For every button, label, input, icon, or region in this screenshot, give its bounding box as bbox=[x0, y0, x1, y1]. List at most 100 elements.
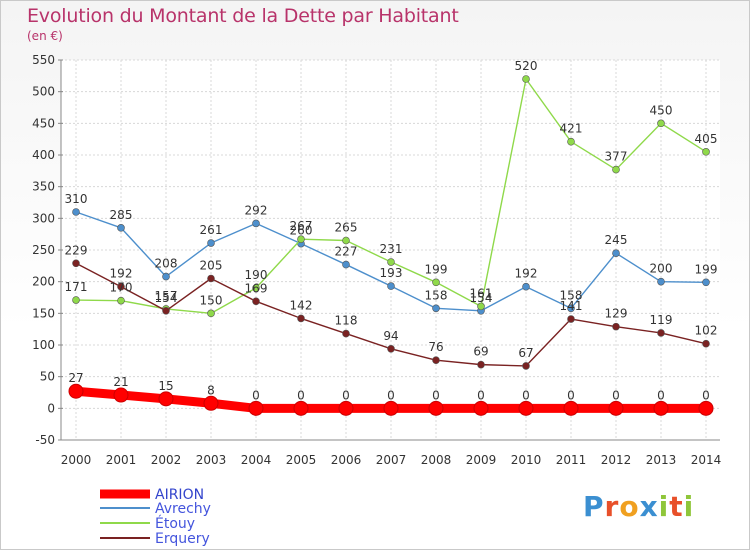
data-point bbox=[522, 282, 530, 291]
x-tick-label: 2012 bbox=[601, 453, 632, 467]
data-label: 27 bbox=[68, 371, 83, 385]
data-label: 169 bbox=[245, 281, 268, 295]
data-label: 21 bbox=[113, 375, 128, 389]
x-tick-label: 2005 bbox=[286, 453, 317, 467]
data-label: 260 bbox=[290, 224, 313, 238]
data-label: 190 bbox=[245, 268, 268, 282]
data-label: 67 bbox=[518, 346, 533, 360]
data-point bbox=[342, 329, 350, 338]
data-point bbox=[117, 282, 125, 291]
y-tick-label: 150 bbox=[32, 306, 55, 320]
data-label: 520 bbox=[515, 59, 538, 73]
data-point bbox=[207, 239, 215, 247]
data-label: 267 bbox=[290, 219, 313, 233]
data-label: 15 bbox=[158, 379, 173, 393]
chart-title: Evolution du Montant de la Dette par Hab… bbox=[27, 5, 459, 27]
x-tick-label: 2000 bbox=[61, 453, 92, 467]
data-point bbox=[518, 400, 534, 416]
x-tick-label: 2002 bbox=[151, 453, 182, 467]
data-label: 0 bbox=[612, 388, 620, 402]
data-point bbox=[612, 322, 620, 331]
y-tick-label: 300 bbox=[32, 211, 55, 225]
data-point bbox=[432, 278, 440, 287]
y-tick-label: 100 bbox=[32, 338, 55, 352]
y-tick-label: 200 bbox=[32, 275, 55, 289]
data-label: 8 bbox=[207, 383, 215, 397]
data-label: 192 bbox=[110, 267, 133, 281]
data-point bbox=[297, 314, 305, 323]
data-point bbox=[432, 304, 440, 313]
data-label: 200 bbox=[650, 262, 673, 276]
data-label: 118 bbox=[335, 314, 358, 328]
data-label: 142 bbox=[290, 298, 313, 312]
data-point bbox=[117, 224, 125, 232]
data-point bbox=[338, 400, 354, 416]
data-label: 157 bbox=[155, 289, 178, 303]
y-tick-label: 250 bbox=[32, 243, 55, 257]
data-label: 0 bbox=[432, 388, 440, 402]
y-tick-label: 400 bbox=[32, 148, 55, 162]
data-label: 205 bbox=[200, 259, 223, 273]
data-label: 158 bbox=[425, 288, 448, 302]
data-label: 0 bbox=[702, 388, 710, 402]
chart-subtitle: (en €) bbox=[27, 29, 63, 43]
data-label: 0 bbox=[477, 388, 485, 402]
data-point bbox=[657, 119, 665, 128]
data-point bbox=[203, 395, 219, 411]
data-point bbox=[252, 219, 260, 228]
data-label: 193 bbox=[380, 266, 403, 280]
data-label: 161 bbox=[470, 286, 493, 300]
x-tick-label: 2009 bbox=[466, 453, 497, 467]
proxiti-logo: Proxiti bbox=[583, 490, 695, 523]
data-label: 199 bbox=[695, 262, 718, 276]
data-label: 199 bbox=[425, 262, 448, 276]
data-point bbox=[567, 315, 575, 323]
data-label: 261 bbox=[200, 223, 223, 237]
y-tick-label: 550 bbox=[32, 53, 55, 67]
x-tick-label: 2003 bbox=[196, 453, 227, 467]
data-point bbox=[608, 400, 624, 416]
y-tick-label: 0 bbox=[47, 401, 55, 415]
data-point bbox=[657, 277, 665, 286]
data-label: 154 bbox=[470, 291, 493, 305]
data-point bbox=[698, 400, 714, 416]
data-label: 0 bbox=[342, 388, 350, 402]
data-point bbox=[117, 296, 125, 305]
data-point bbox=[297, 235, 305, 244]
data-point bbox=[387, 258, 395, 266]
data-label: 129 bbox=[605, 307, 628, 321]
legend-label: AIRION bbox=[155, 487, 204, 503]
data-label: 285 bbox=[110, 208, 133, 222]
data-label: 208 bbox=[155, 257, 178, 271]
data-label: 231 bbox=[380, 242, 403, 256]
data-point bbox=[522, 75, 530, 83]
data-point bbox=[162, 272, 170, 281]
data-point bbox=[702, 148, 710, 156]
data-point bbox=[113, 387, 129, 403]
legend-label: Avrechy bbox=[155, 501, 211, 517]
y-tick-label: 450 bbox=[32, 116, 55, 130]
x-tick-label: 2011 bbox=[556, 453, 587, 467]
data-point bbox=[387, 282, 395, 290]
data-label: 192 bbox=[515, 267, 538, 281]
data-point bbox=[293, 400, 309, 416]
data-point bbox=[72, 259, 80, 268]
y-tick-label: 350 bbox=[32, 180, 55, 194]
data-label: 450 bbox=[650, 103, 673, 117]
data-label: 0 bbox=[387, 388, 395, 402]
data-point bbox=[72, 296, 80, 304]
data-point bbox=[162, 306, 170, 315]
data-point bbox=[612, 165, 620, 174]
data-point bbox=[252, 284, 260, 292]
data-label: 265 bbox=[335, 221, 358, 235]
data-label: 158 bbox=[560, 288, 583, 302]
x-tick-label: 2006 bbox=[331, 453, 362, 467]
data-label: 150 bbox=[200, 293, 223, 307]
data-point bbox=[72, 208, 80, 216]
data-point bbox=[207, 309, 215, 318]
x-tick-label: 2001 bbox=[106, 453, 137, 467]
legend-label: Erquery bbox=[155, 531, 210, 547]
data-label: 421 bbox=[560, 122, 583, 136]
data-label: 170 bbox=[110, 281, 133, 295]
